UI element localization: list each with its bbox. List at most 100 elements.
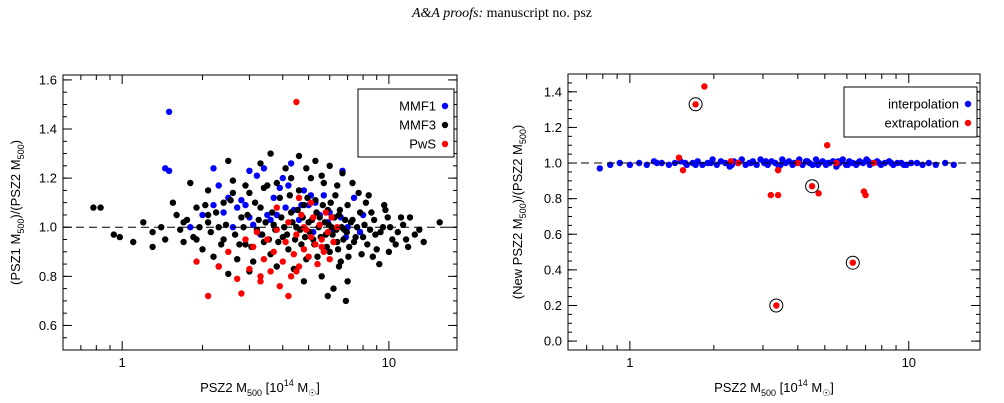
left-point-pws — [307, 199, 315, 206]
left-point-mmf3 — [242, 182, 249, 189]
left-point-mmf1 — [234, 204, 241, 211]
left-point-mmf3 — [240, 224, 247, 231]
left-point-mmf3 — [340, 236, 347, 243]
left-point-pws — [318, 243, 325, 251]
left-point-mmf3 — [244, 211, 251, 219]
left-point-pws — [238, 290, 245, 297]
left-legend: MMF1 MMF3 PwS — [357, 88, 455, 158]
left-point-mmf1 — [276, 184, 283, 192]
left-point-pws — [260, 256, 268, 263]
right-point-extrapolation — [833, 159, 840, 167]
right-point-extrapolation — [675, 154, 683, 161]
right-legend-label: extrapolation — [885, 116, 959, 131]
right-y-tick-label: 0.2 — [544, 298, 562, 313]
left-point-pws — [285, 219, 292, 226]
left-point-mmf3 — [359, 233, 367, 241]
left-point-mmf3 — [97, 204, 104, 211]
left-point-pws — [330, 238, 337, 246]
right-y-tick-label: 0.4 — [544, 262, 562, 277]
left-point-pws — [310, 214, 317, 221]
left-point-pws — [328, 214, 335, 221]
left-point-mmf3 — [336, 206, 344, 214]
left-point-pws — [318, 236, 325, 243]
left-point-mmf3 — [406, 214, 414, 221]
right-point-interpolation — [875, 159, 883, 167]
left-point-mmf3 — [332, 192, 339, 199]
left-point-mmf3 — [382, 206, 389, 214]
left-y-tick-label: 1.4 — [39, 122, 57, 137]
left-point-mmf3 — [341, 216, 349, 224]
left-legend-label: MMF1 — [399, 99, 436, 114]
left-point-mmf3 — [295, 187, 303, 194]
right-y-tick-label: 0.8 — [544, 191, 562, 206]
right-point-extrapolation — [727, 158, 734, 165]
left-point-mmf1 — [215, 182, 222, 189]
left-point-mmf3 — [304, 194, 311, 201]
left-point-mmf3 — [220, 199, 227, 206]
left-point-pws — [312, 241, 319, 248]
left-point-mmf3 — [193, 204, 200, 211]
right-point-extrapolation — [794, 159, 801, 167]
left-point-mmf3 — [231, 231, 239, 238]
left-point-mmf3 — [173, 211, 180, 219]
left-point-mmf3 — [323, 243, 330, 251]
left-points-layer — [90, 98, 443, 305]
left-point-mmf3 — [250, 258, 257, 265]
left-point-mmf3 — [229, 189, 237, 197]
left-point-mmf1 — [285, 182, 292, 189]
left-point-pws — [282, 238, 289, 246]
left-point-mmf1 — [187, 224, 194, 231]
left-point-mmf3 — [335, 263, 343, 270]
right-legend-label: interpolation — [888, 97, 959, 112]
left-point-mmf3 — [238, 214, 245, 221]
left-point-mmf3 — [303, 165, 310, 172]
right-point-extrapolation — [808, 183, 816, 190]
left-point-mmf3 — [218, 241, 225, 248]
left-point-mmf3 — [225, 157, 232, 165]
left-point-mmf3 — [257, 204, 264, 211]
left-point-pws — [295, 194, 303, 201]
left-point-mmf3 — [373, 246, 380, 253]
left-point-mmf3 — [301, 233, 309, 241]
left-point-mmf3 — [110, 231, 118, 238]
right-point-extrapolation — [824, 142, 831, 149]
left-point-mmf3 — [212, 209, 220, 216]
left-point-mmf3 — [180, 219, 187, 226]
left-point-mmf3 — [369, 253, 376, 260]
left-point-mmf3 — [356, 209, 364, 216]
journal-name: A&A proofs: — [411, 6, 484, 21]
right-x-axis-label: PSZ2 M500 [1014 M☉] — [714, 378, 834, 398]
left-legend-marker — [441, 102, 449, 110]
left-point-pws — [276, 283, 283, 290]
left-point-mmf3 — [295, 152, 303, 160]
left-point-mmf3 — [342, 297, 350, 305]
left-point-pws — [225, 248, 232, 255]
left-point-mmf1 — [264, 211, 271, 219]
left-point-mmf1 — [356, 228, 364, 236]
left-point-mmf3 — [282, 165, 289, 172]
left-point-mmf3 — [236, 241, 243, 248]
left-point-mmf1 — [267, 216, 274, 224]
left-point-mmf3 — [286, 192, 293, 199]
left-point-pws — [298, 211, 305, 219]
left-point-mmf3 — [222, 221, 230, 228]
left-point-mmf3 — [204, 219, 212, 226]
left-y-tick-label: 1.6 — [39, 72, 57, 87]
left-point-pws — [257, 278, 264, 285]
right-y-tick-label: 1.2 — [544, 120, 562, 135]
left-point-pws — [246, 265, 253, 273]
left-point-mmf3 — [416, 226, 423, 233]
left-y-axis-label: (PSZ1 M500)/(PSZ2 M500) — [8, 140, 26, 285]
left-point-mmf3 — [90, 204, 97, 211]
left-point-mmf3 — [376, 260, 383, 268]
left-point-pws — [287, 273, 295, 280]
left-point-mmf3 — [334, 182, 341, 189]
left-legend-label: PwS — [409, 137, 436, 152]
left-point-pws — [215, 263, 222, 270]
page-header: A&A proofs: manuscript no. psz — [0, 6, 1004, 22]
left-point-pws — [307, 233, 315, 241]
left-point-mmf3 — [300, 201, 308, 209]
left-point-pws — [290, 251, 297, 258]
left-ticks-layer: 1 10 0.6 0.8 1.0 1.2 1.4 1.6 — [39, 72, 457, 370]
left-point-mmf3 — [169, 199, 177, 206]
